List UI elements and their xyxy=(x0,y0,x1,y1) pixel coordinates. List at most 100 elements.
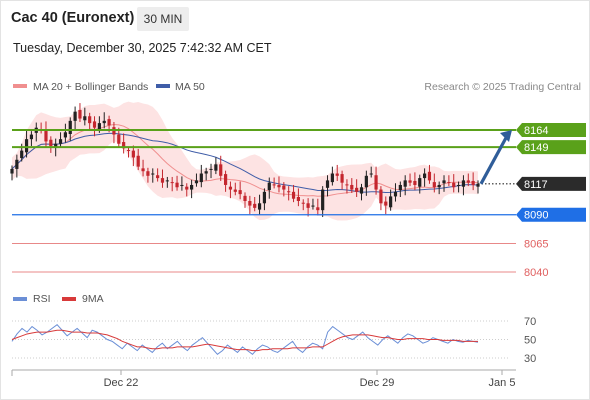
ma20-legend-swatch xyxy=(13,84,27,88)
candle xyxy=(384,196,388,215)
candle xyxy=(316,198,320,216)
candle-body xyxy=(330,173,334,183)
candle-body xyxy=(476,183,480,187)
candle-body xyxy=(78,109,82,119)
candle xyxy=(10,165,14,181)
candle-body xyxy=(350,184,354,190)
x-axis: Dec 22 Dec 29 Jan 5 xyxy=(11,369,516,389)
level-tag-8164 xyxy=(516,123,586,137)
candle-body xyxy=(466,180,470,183)
candle-body xyxy=(296,196,300,201)
candle xyxy=(146,167,150,183)
candle-body xyxy=(107,119,111,126)
candle-body xyxy=(117,134,121,144)
candle-body xyxy=(321,189,325,211)
candle xyxy=(456,181,461,193)
candle-body xyxy=(156,175,160,179)
timeframe-button[interactable]: 30 MIN xyxy=(137,7,189,31)
candle xyxy=(359,183,364,201)
candle-body xyxy=(389,196,393,208)
candle-body xyxy=(175,182,179,188)
candle xyxy=(398,181,402,197)
level-tag-8090 xyxy=(516,207,586,222)
level-label-8117: 8117 xyxy=(524,179,548,191)
level-label-8164: 8164 xyxy=(524,125,548,137)
x-tick-label: Dec 22 xyxy=(104,377,139,389)
x-tick-label: Jan 5 xyxy=(489,377,516,389)
candle xyxy=(321,186,325,218)
candle xyxy=(452,174,456,193)
candle xyxy=(248,195,252,215)
candle xyxy=(190,179,194,199)
candle-body xyxy=(194,180,199,184)
ma50-legend-label: MA 50 xyxy=(175,81,205,93)
candle xyxy=(301,199,305,211)
candle-body xyxy=(199,173,203,183)
candle-body xyxy=(228,186,233,190)
candle xyxy=(243,192,247,208)
candle-body xyxy=(233,189,237,192)
candle-body xyxy=(248,201,252,206)
candle-body xyxy=(272,184,276,186)
candle-body xyxy=(364,175,368,188)
candle-body xyxy=(456,184,461,186)
candle xyxy=(199,164,203,188)
candle-body xyxy=(54,143,58,148)
candle xyxy=(413,172,417,191)
candle-body xyxy=(398,184,402,191)
candle-body xyxy=(63,132,67,138)
candle xyxy=(141,159,145,177)
candle xyxy=(325,175,330,197)
rsi-line xyxy=(11,324,479,355)
rsi-tick-50: 50 xyxy=(524,335,536,347)
candle xyxy=(209,163,213,179)
candle-body xyxy=(379,189,383,204)
candle xyxy=(408,173,412,187)
candle-body xyxy=(442,180,446,184)
candle-body xyxy=(311,205,315,207)
candle xyxy=(194,173,199,187)
candle-body xyxy=(471,180,475,185)
candle-body xyxy=(340,174,344,183)
candle-body xyxy=(432,182,436,188)
candle xyxy=(340,170,344,190)
candle-body xyxy=(58,139,63,144)
candle-body xyxy=(355,187,359,192)
candle-body xyxy=(141,168,145,172)
candle xyxy=(423,168,427,187)
candle-body xyxy=(214,164,218,171)
candle xyxy=(330,166,334,186)
candle xyxy=(238,181,242,200)
candle-body xyxy=(102,120,106,124)
candle xyxy=(335,164,339,181)
candle-body xyxy=(306,203,310,208)
candle-body xyxy=(301,202,305,204)
candle xyxy=(345,179,349,194)
level-label-8040: 8040 xyxy=(524,267,548,279)
candle-body xyxy=(136,155,140,167)
candle xyxy=(427,164,432,184)
level-label-8065: 8065 xyxy=(524,238,548,250)
rsi-panel: 70 50 30 xyxy=(11,316,536,365)
candle-body xyxy=(146,171,150,176)
candle-body xyxy=(427,171,432,181)
candle xyxy=(253,196,257,212)
candle-body xyxy=(287,191,291,193)
candle xyxy=(151,168,155,183)
candle xyxy=(131,145,135,167)
candle xyxy=(185,183,189,197)
candle xyxy=(403,175,407,196)
candle xyxy=(418,174,422,194)
candle-body xyxy=(345,184,349,186)
candle-body xyxy=(461,180,466,187)
level-label-8090: 8090 xyxy=(524,210,548,222)
instrument-title: Cac 40 (Euronext) xyxy=(11,10,135,26)
candle-body xyxy=(359,187,364,194)
candle xyxy=(257,194,262,215)
research-credit: Research © 2025 Trading Central xyxy=(424,81,581,93)
candle xyxy=(476,180,480,194)
candle-body xyxy=(131,150,135,158)
candle-body xyxy=(170,182,174,184)
candle xyxy=(170,176,174,192)
